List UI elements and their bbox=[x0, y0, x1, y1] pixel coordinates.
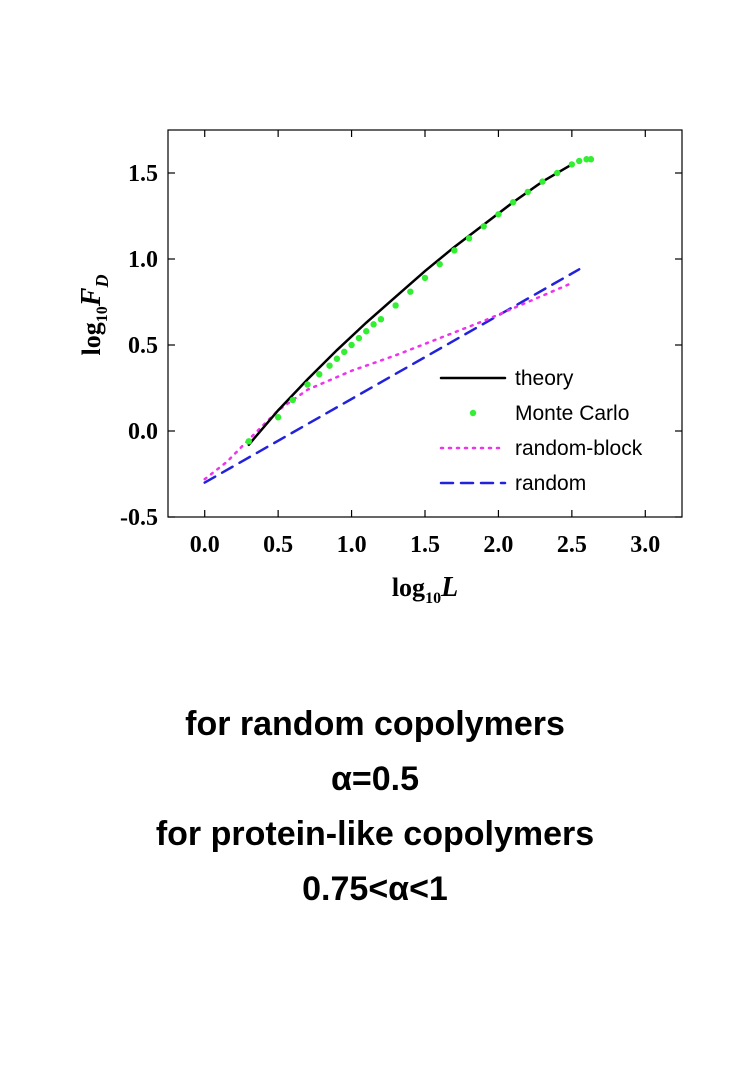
monte-carlo-point bbox=[304, 381, 311, 388]
monte-carlo-point bbox=[274, 414, 282, 421]
monte-carlo-point bbox=[355, 334, 363, 342]
monte-carlo-point bbox=[436, 260, 443, 268]
y-axis-title-prefix: log bbox=[77, 322, 106, 355]
y-tick-label: 0.0 bbox=[128, 419, 158, 445]
y-tick-label: 0.5 bbox=[128, 333, 158, 359]
caption-line-4: 0.75<α<1 bbox=[302, 870, 448, 908]
x-tick-label: 3.0 bbox=[630, 532, 660, 558]
monte-carlo-point bbox=[553, 169, 561, 177]
monte-carlo-point bbox=[568, 161, 576, 168]
x-tick-label: 2.5 bbox=[557, 532, 587, 558]
monte-carlo-point bbox=[509, 199, 517, 206]
x-tick-label: 1.5 bbox=[410, 532, 440, 558]
monte-carlo-point bbox=[576, 157, 583, 165]
theory-line bbox=[247, 163, 574, 447]
monte-carlo-point bbox=[392, 302, 399, 309]
monte-carlo-point bbox=[524, 188, 531, 196]
x-tick-label: 0.0 bbox=[190, 532, 220, 558]
x-axis-title-prefix: log bbox=[392, 573, 425, 602]
legend-label-monte-carlo: Monte Carlo bbox=[515, 402, 629, 425]
monte-carlo-point bbox=[370, 321, 377, 328]
legend-label-random: random bbox=[515, 472, 586, 495]
x-axis-title-sub: 10 bbox=[425, 590, 441, 607]
caption-line-1: for random copolymers bbox=[185, 705, 565, 743]
monte-carlo-point bbox=[316, 371, 323, 378]
legend-label-random-block: random-block bbox=[515, 437, 643, 460]
y-axis-title-var: F bbox=[76, 287, 107, 307]
random-line bbox=[203, 268, 581, 484]
monte-carlo-point bbox=[245, 438, 252, 445]
y-axis-title: log10FD bbox=[76, 275, 112, 356]
monte-carlo-point bbox=[495, 211, 502, 218]
monte-carlo-point bbox=[407, 288, 414, 295]
monte-carlo-point bbox=[465, 235, 473, 242]
series-layer bbox=[203, 156, 595, 484]
legend-marker-monte-carlo bbox=[469, 409, 477, 417]
x-axis-title: log10L bbox=[392, 572, 458, 607]
y-tick-label: 1.0 bbox=[128, 247, 158, 273]
y-tick-label: 1.5 bbox=[128, 161, 158, 187]
monte-carlo-point bbox=[480, 223, 487, 230]
x-axis-title-var: L bbox=[440, 572, 458, 603]
x-tick-label: 2.0 bbox=[483, 532, 513, 558]
y-axis-title-var-sub: D bbox=[92, 275, 112, 289]
monte-carlo-point bbox=[539, 178, 546, 185]
x-tick-label: 1.0 bbox=[337, 532, 367, 558]
monte-carlo-point bbox=[377, 316, 385, 323]
monte-carlo-point bbox=[341, 348, 348, 356]
x-tick-label: 0.5 bbox=[263, 532, 293, 558]
monte-carlo-point bbox=[583, 156, 590, 163]
caption-line-2: α=0.5 bbox=[330, 760, 420, 798]
monte-carlo-point bbox=[451, 247, 458, 254]
monte-carlo-point bbox=[587, 156, 595, 163]
random-block-line bbox=[203, 281, 574, 481]
caption-line-3: for protein-like copolymers bbox=[155, 815, 595, 853]
legend-label-theory: theory bbox=[515, 367, 574, 390]
chart: 0.0 0.5 1.0 1.5 2.0 2.5 3.0 -0.5 0.0 0.5 1.0 1.5 th… bbox=[76, 129, 683, 607]
ticks: 0.0 0.5 1.0 1.5 2.0 2.5 3.0 -0.5 0.0 0.5 1.0 1.5 bbox=[120, 130, 682, 558]
y-axis-title-sub: 10 bbox=[94, 306, 111, 322]
monte-carlo-point bbox=[348, 341, 355, 349]
monte-carlo-point bbox=[333, 355, 341, 362]
monte-carlo-point bbox=[326, 362, 333, 369]
monte-carlo-point bbox=[289, 396, 297, 404]
y-tick-label: -0.5 bbox=[120, 505, 158, 531]
monte-carlo-point bbox=[363, 328, 370, 335]
legend: theory Monte Carlo random-block random bbox=[439, 367, 643, 495]
monte-carlo-point bbox=[421, 274, 429, 282]
